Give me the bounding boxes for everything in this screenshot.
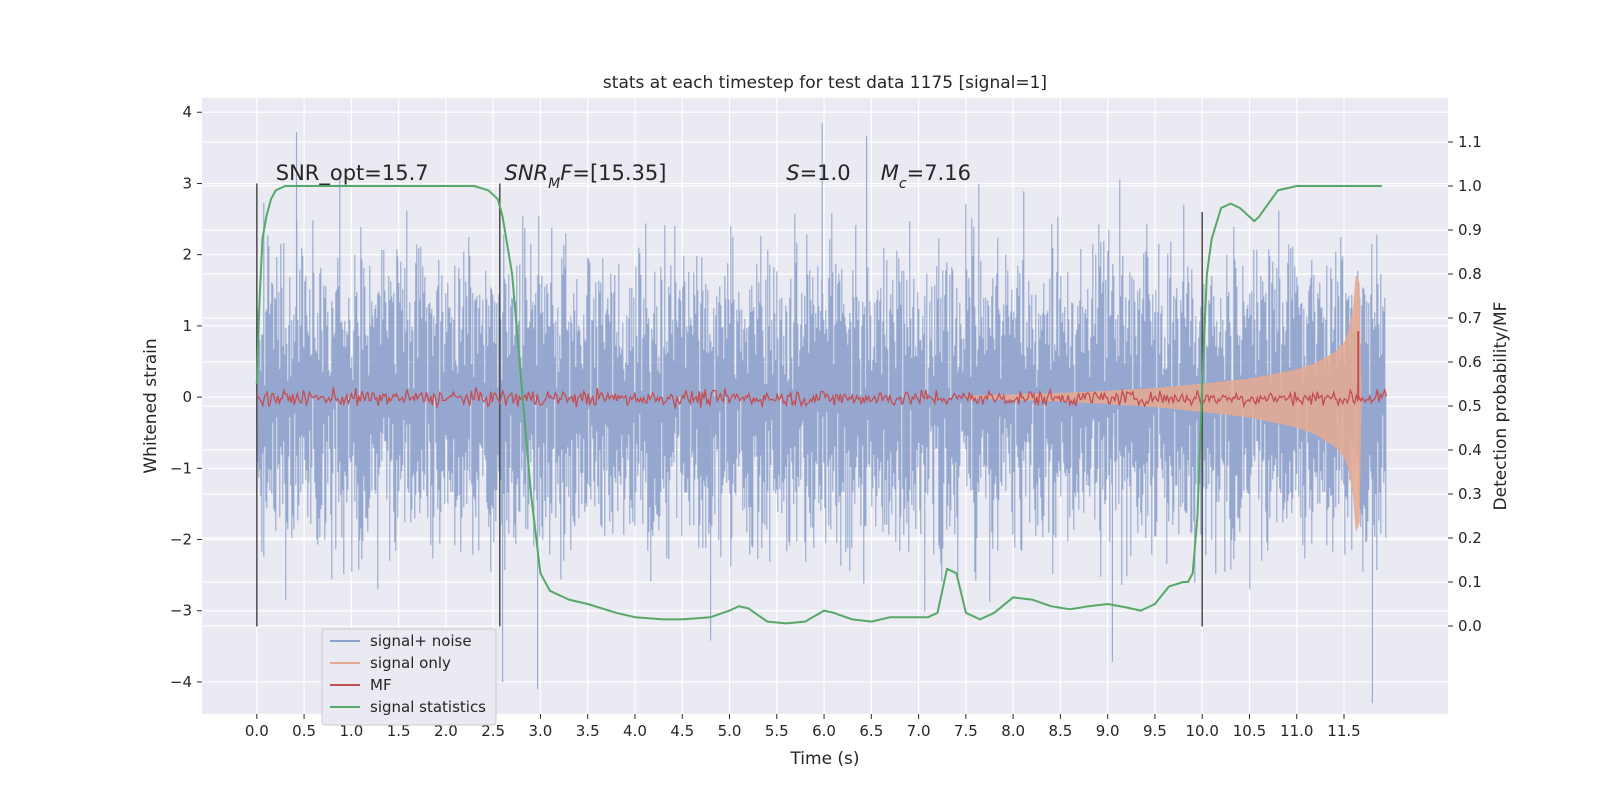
- x-tick-label: 11.0: [1280, 722, 1313, 740]
- legend-label: signal only: [370, 654, 451, 672]
- x-tick-label: 8.0: [1001, 722, 1025, 740]
- annotation-text: Mc=7.16: [881, 161, 971, 192]
- annotation-text: SNRMF=[15.35]: [505, 161, 667, 192]
- x-axis-label: Time (s): [789, 749, 859, 769]
- x-tick-label: 1.5: [387, 722, 411, 740]
- y-right-tick-label: 0.2: [1458, 529, 1482, 547]
- y-right-tick-label: 1.0: [1458, 177, 1482, 195]
- y-left-tick-label: −1: [170, 459, 192, 477]
- y-right-tick-label: 0.6: [1458, 353, 1482, 371]
- x-axis-ticks: 0.0 0.5 1.0 1.5 2.0 2.5 3.0 3.5 4.0 4.5 5.0 5.5 6.0 6…: [245, 714, 1361, 740]
- y-left-axis-label: Whitened strain: [141, 338, 161, 473]
- y-right-tick-label: 0.0: [1458, 617, 1482, 635]
- x-tick-label: 8.5: [1048, 722, 1072, 740]
- chart-title: stats at each timestep for test data 117…: [603, 73, 1047, 93]
- x-tick-label: 4.0: [623, 722, 647, 740]
- legend-frame: [321, 628, 497, 726]
- y-left-tick-label: 1: [182, 317, 192, 335]
- series-mf: [256, 331, 1387, 410]
- x-tick-label: 0.0: [245, 722, 269, 740]
- annotations: SNR_opt=15.7 SNRMF=[15.35] S=1.0 Mc=7.16: [276, 161, 971, 192]
- x-tick-label: 2.5: [481, 722, 505, 740]
- x-tick-label: 2.0: [434, 722, 458, 740]
- x-tick-label: 5.5: [765, 722, 789, 740]
- x-tick-label: 10.0: [1186, 722, 1219, 740]
- x-tick-label: 0.5: [292, 722, 316, 740]
- x-tick-label: 4.5: [670, 722, 694, 740]
- y-left-tick-label: −3: [170, 602, 192, 620]
- annotation-text: SNR_opt=15.7: [276, 161, 429, 186]
- y-right-tick-label: 0.1: [1458, 573, 1482, 591]
- y-right-tick-label: 0.7: [1458, 309, 1482, 327]
- x-tick-label: 9.5: [1143, 722, 1167, 740]
- y-right-tick-label: 0.3: [1458, 485, 1482, 503]
- x-tick-label: 7.5: [954, 722, 978, 740]
- x-tick-label: 1.0: [339, 722, 363, 740]
- signal-statistics-line: [255, 185, 1382, 625]
- y-left-tick-label: 0: [182, 388, 192, 406]
- y-right-tick-label: 0.8: [1458, 265, 1482, 283]
- x-tick-label: 3.0: [529, 722, 553, 740]
- signal-only-envelope: [965, 275, 1362, 531]
- x-tick-label: 9.0: [1096, 722, 1120, 740]
- y-right-tick-label: 0.4: [1458, 441, 1482, 459]
- x-tick-label: 7.0: [907, 722, 931, 740]
- y-left-tick-label: 4: [182, 103, 192, 121]
- y-right-tick-label: 0.5: [1458, 397, 1482, 415]
- legend-label: signal+ noise: [370, 632, 472, 650]
- series-signal-only: [965, 275, 1362, 531]
- x-tick-label: 6.5: [859, 722, 883, 740]
- y-right-axis-ticks: 0.0 0.1 0.2 0.3 0.4 0.5 0.6 0.7 0.8 0.9 1.0 1.1: [1448, 133, 1482, 635]
- y-left-tick-label: −2: [170, 531, 192, 549]
- x-tick-label: 10.5: [1233, 722, 1266, 740]
- series-signal-statistics: [255, 185, 1382, 625]
- vertical-markers: [256, 183, 1203, 627]
- y-right-axis-label: Detection probability/MF: [1491, 302, 1511, 511]
- y-right-tick-label: 1.1: [1458, 133, 1482, 151]
- legend: signal+ noise signal only MF signal statist…: [321, 628, 497, 726]
- x-tick-label: 11.5: [1327, 722, 1360, 740]
- y-left-axis-ticks: −4 −3 −2 −1 0 1 2 3 4: [170, 103, 202, 691]
- y-left-tick-label: −4: [170, 673, 192, 691]
- y-right-tick-label: 0.9: [1458, 221, 1482, 239]
- mf-trace: [256, 387, 1387, 410]
- legend-label: MF: [370, 676, 392, 694]
- x-tick-label: 5.0: [718, 722, 742, 740]
- y-left-tick-label: 3: [182, 174, 192, 192]
- legend-label: signal statistics: [370, 698, 486, 716]
- x-tick-label: 6.0: [812, 722, 836, 740]
- annotation-text: S=1.0: [786, 161, 850, 185]
- y-left-tick-label: 2: [182, 246, 192, 264]
- x-tick-label: 3.5: [576, 722, 600, 740]
